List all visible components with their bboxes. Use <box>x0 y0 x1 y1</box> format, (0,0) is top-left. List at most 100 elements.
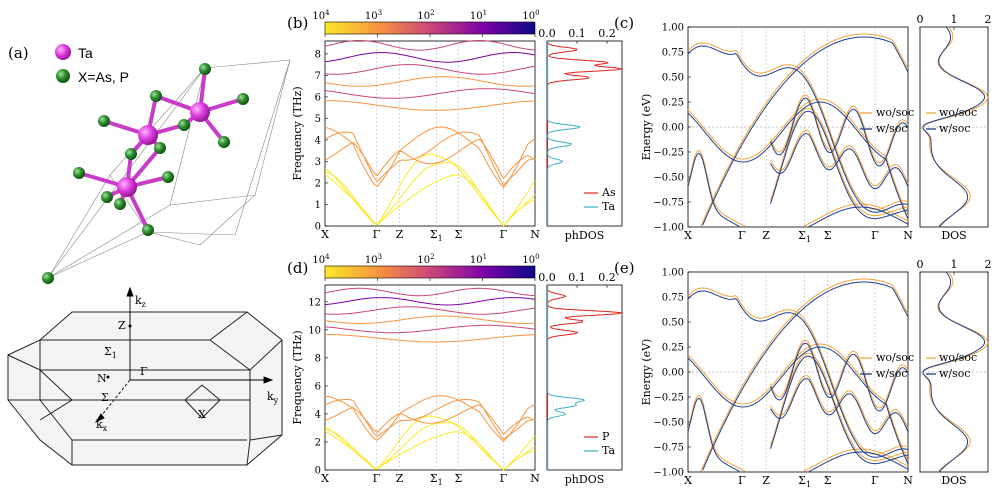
colorbar-d-gradient <box>324 265 536 279</box>
y-tick-label: −1.00 <box>653 223 684 234</box>
ta-atom <box>117 177 137 197</box>
ta-atom <box>138 125 158 145</box>
legend-label: w/soc <box>939 122 971 135</box>
bz-sigma1-label: Σ1 <box>104 345 117 360</box>
panel-label-a: (a) <box>8 44 29 62</box>
bz-kz-label: kz <box>135 294 146 309</box>
y-tick-label: −0.25 <box>653 148 684 159</box>
acoustic-band <box>324 398 536 441</box>
band-series-wo-soc <box>687 343 909 462</box>
optical-band <box>324 39 536 51</box>
x-tick-label: 0.1 <box>568 27 586 40</box>
bz-gamma-label: Γ <box>140 365 148 378</box>
brillouin-zone <box>7 311 283 466</box>
kpath-label: Σ1 <box>430 228 443 243</box>
band-series-w-soc <box>687 397 909 473</box>
y-tick-label: 0.25 <box>662 98 684 109</box>
acoustic-band <box>324 126 536 189</box>
band-plot-c: 1.00 0.75 0.50 0.25 0.00 −0.25 −0.50 −0.75 −1.00… <box>640 23 913 245</box>
panel-a: (a) Ta X=As, P <box>7 44 291 466</box>
kpath-label: Γ <box>500 472 508 485</box>
bz-sigma-label: Σ <box>101 391 109 404</box>
bz-n-label: N <box>97 372 107 385</box>
band-series-w-soc <box>770 133 909 190</box>
y-tick-label: −0.25 <box>653 393 684 404</box>
acoustic-band <box>324 153 536 227</box>
y-tick-label: 1.00 <box>662 23 684 34</box>
panel-label-e: (e) <box>614 259 635 277</box>
legend-label: w/soc <box>876 122 908 135</box>
kpath-label: Σ1 <box>430 472 443 487</box>
band-series-w-soc <box>702 36 909 226</box>
optical-band <box>324 287 536 297</box>
x-atom <box>114 198 126 210</box>
x-atom <box>199 63 211 75</box>
x-atom <box>178 119 190 131</box>
y-tick-label: 1.00 <box>662 268 684 279</box>
kpath-label: Z <box>762 229 770 242</box>
x-tick-label: 2 <box>985 13 992 26</box>
legend-label: w/soc <box>939 367 971 380</box>
colorbar-tick-label: 102 <box>417 9 434 22</box>
dos-series-w-soc <box>922 271 986 473</box>
kpath-label: Z <box>396 228 404 241</box>
optical-band <box>324 324 536 334</box>
band-series-wo-soc <box>770 339 909 409</box>
x-tick-label: 1 <box>951 258 958 271</box>
y-tick-label: 4 <box>315 409 321 420</box>
optical-band <box>325 100 536 111</box>
phdos-series-p <box>547 285 623 470</box>
x-axis-label: DOS <box>941 229 966 242</box>
kpath-label: N <box>903 229 913 242</box>
phonon-plot-b: 0 1 2 3 4 5 6 7 8 X Γ Z Σ1 Σ Γ N Frequency (THz) <box>291 39 540 243</box>
band-series-wo-soc <box>700 33 909 227</box>
x-tick-label: 0.2 <box>598 27 616 40</box>
y-tick-label: 10 <box>308 325 321 336</box>
bz-x-label: X <box>198 408 206 421</box>
phdos-series-ta <box>547 285 585 470</box>
x-tick-label: 2 <box>985 258 992 271</box>
colorbar-tick-label: 101 <box>470 9 487 22</box>
dos-series-w-soc <box>922 26 986 228</box>
optical-band <box>324 51 536 63</box>
kpath-label: X <box>684 474 692 487</box>
x-atom <box>218 136 230 148</box>
atoms <box>42 63 249 284</box>
kpath-label: X <box>321 472 329 485</box>
kpath-label: Σ <box>824 229 832 242</box>
x-tick-label: 0.0 <box>538 27 556 40</box>
colorbar-d: 104 103 102 101 100 <box>312 253 540 281</box>
y-tick-label: −0.50 <box>653 173 684 184</box>
x-atom <box>98 115 110 127</box>
band-series-wo-soc <box>770 94 909 164</box>
band-plot-e: 1.00 0.75 0.50 0.25 0.00 −0.25 −0.50 −0.75 −1.00… <box>640 268 913 490</box>
phonon-plot-d: 0 2 4 6 8 10 12 X Γ Z Σ1 Σ Γ N Frequency (THz) <box>291 284 540 487</box>
band-series-w-soc <box>687 290 909 458</box>
optical-band <box>325 334 536 343</box>
plot-frame <box>324 40 536 227</box>
y-tick-label: 0.25 <box>662 343 684 354</box>
y-tick-label: 0.50 <box>662 73 684 84</box>
y-tick-label: 8 <box>315 353 321 364</box>
y-tick-label: 0 <box>315 466 321 477</box>
y-tick-label: −0.75 <box>653 443 684 454</box>
panel-label-c: (c) <box>614 14 634 32</box>
y-tick-label: 1 <box>315 200 321 211</box>
band-series-w-soc <box>770 110 909 220</box>
kpath-label: Γ <box>871 229 879 242</box>
band-series-wo-soc <box>770 352 909 462</box>
kpath-label: Γ <box>738 229 746 242</box>
kpath-label: N <box>530 228 540 241</box>
bz-z-label: Z <box>118 319 126 332</box>
kpath-label: X <box>684 229 692 242</box>
legend-ta-marker <box>55 44 71 60</box>
y-tick-label: 6 <box>315 381 321 392</box>
kpath-label: Z <box>396 472 404 485</box>
colorbar-tick-label: 104 <box>312 253 330 266</box>
ta-atom <box>190 102 210 122</box>
legend-x-label: X=As, P <box>78 69 129 85</box>
x-atom <box>142 224 154 236</box>
legend-label: wo/soc <box>939 351 977 364</box>
